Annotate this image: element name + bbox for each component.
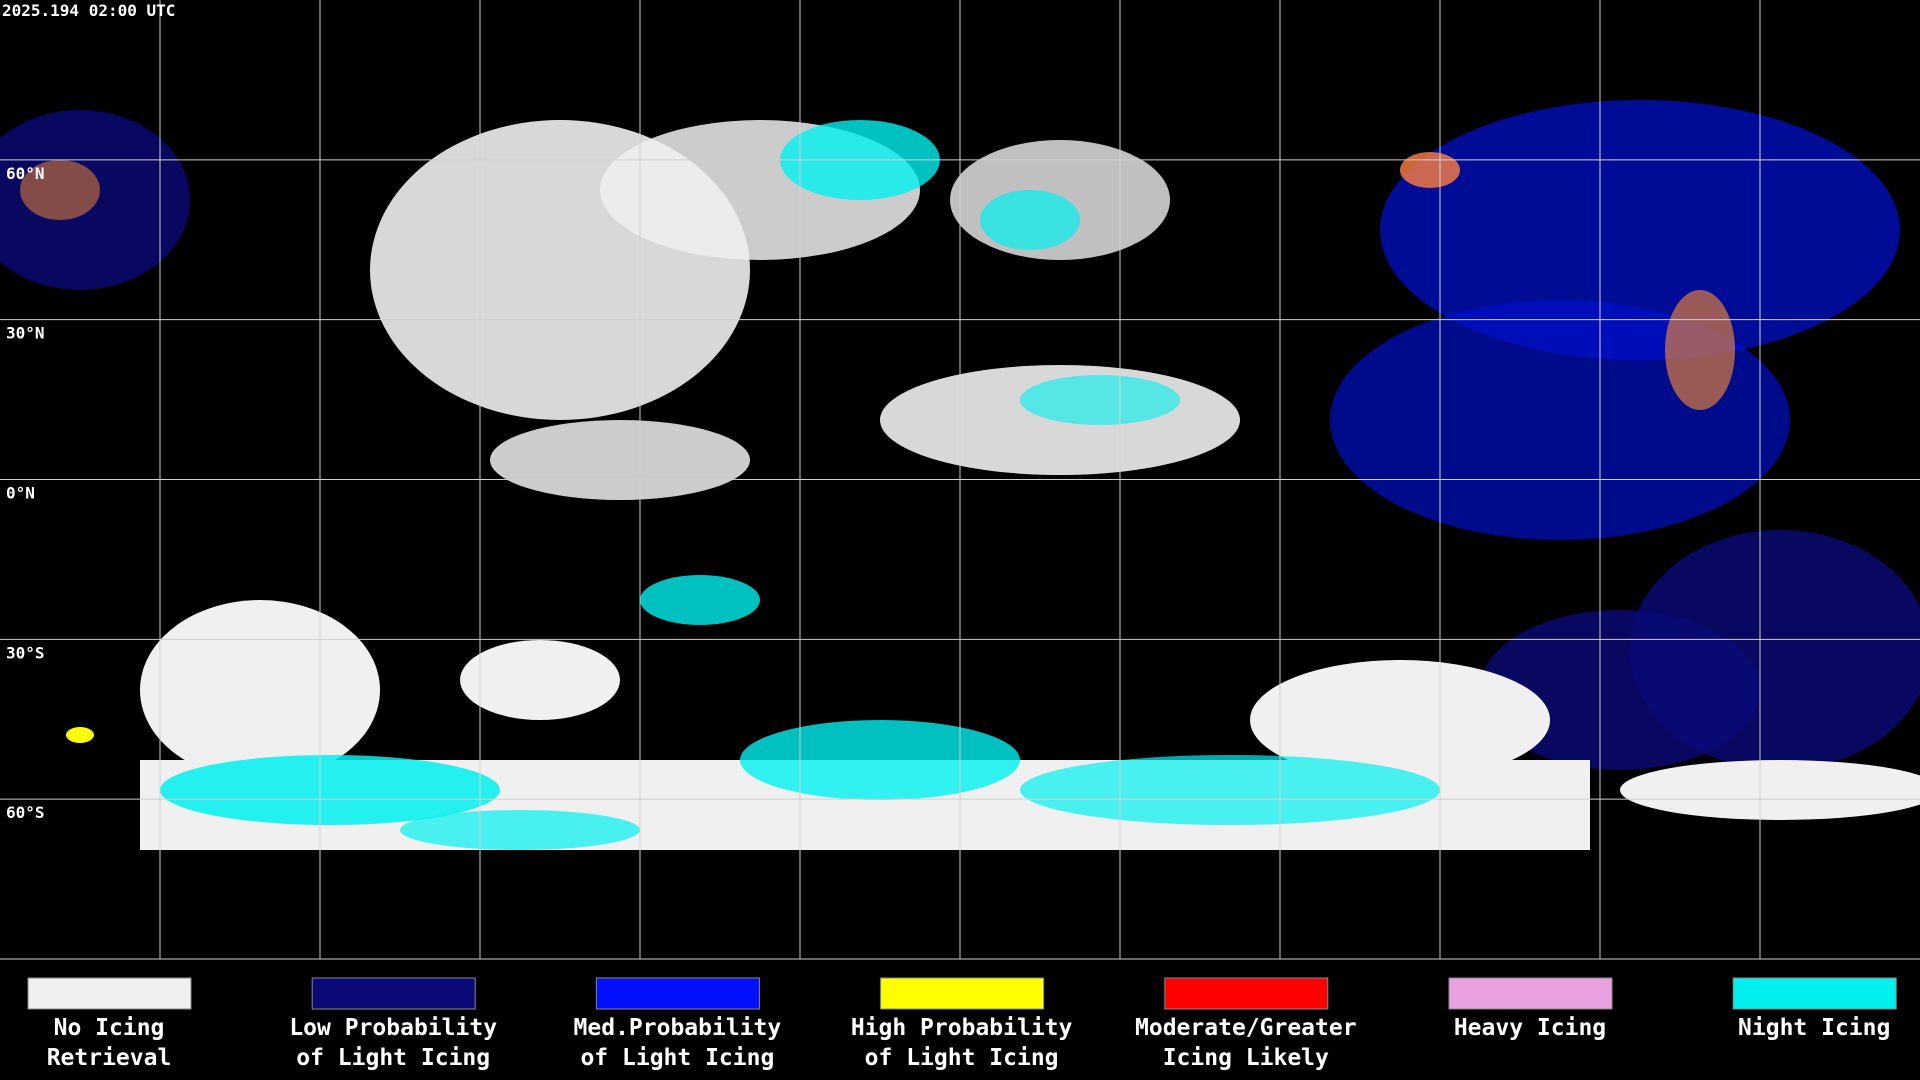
legend-label: Retrieval: [47, 1045, 172, 1071]
legend-label: No Icing: [54, 1015, 165, 1041]
icing-area: [160, 755, 500, 825]
legend: No Icing Retrieval Low Probability of Light…: [27, 977, 1897, 1071]
graticule: [0, 0, 1920, 960]
latitude-labels: 60°N 30°N 0°N 30°S 60°S: [6, 164, 45, 822]
latitude-label: 30°N: [6, 324, 45, 343]
icing-area: [460, 640, 620, 720]
legend-swatch: [880, 977, 1045, 1010]
icing-area: [1020, 755, 1440, 825]
timestamp: 2025.194 02:00 UTC: [2, 1, 175, 20]
legend-label: High Probability: [851, 1015, 1073, 1041]
legend-label: of Light Icing: [865, 1045, 1059, 1071]
legend-label: Night Icing: [1738, 1015, 1890, 1041]
icing-area: [1250, 660, 1550, 780]
legend-swatch: [311, 977, 476, 1010]
legend-label: Low Probability: [289, 1015, 497, 1041]
icing-area: [740, 720, 1020, 800]
icing-area: [640, 575, 760, 625]
icing-area: [1020, 375, 1180, 425]
icing-area: [140, 600, 380, 780]
icing-area: [400, 810, 640, 850]
latitude-label: 60°S: [6, 803, 45, 822]
icing-area: [490, 420, 750, 500]
icing-area: [1400, 152, 1460, 188]
icing-area: [66, 727, 94, 743]
legend-swatch: [27, 977, 192, 1010]
latitude-label: 0°N: [6, 484, 35, 503]
icing-area: [1480, 610, 1760, 770]
icing-area: [1665, 290, 1735, 410]
legend-label: of Light Icing: [580, 1045, 774, 1071]
legend-swatch: [1164, 977, 1329, 1010]
icing-area: [1620, 760, 1920, 820]
legend-label: Med.Probability: [574, 1015, 782, 1041]
legend-swatch: [1732, 977, 1897, 1010]
legend-swatch: [595, 977, 760, 1010]
legend-label: Icing Likely: [1163, 1045, 1329, 1071]
icing-area: [980, 190, 1080, 250]
legend-label: of Light Icing: [296, 1045, 490, 1071]
icing-field: [0, 100, 1920, 850]
legend-swatch: [1448, 977, 1613, 1010]
legend-label: Heavy Icing: [1454, 1015, 1606, 1041]
icing-area: [20, 160, 100, 220]
latitude-label: 60°N: [6, 164, 45, 183]
icing-area: [1380, 100, 1900, 360]
latitude-label: 30°S: [6, 643, 45, 662]
legend-label: Moderate/Greater: [1135, 1015, 1357, 1041]
